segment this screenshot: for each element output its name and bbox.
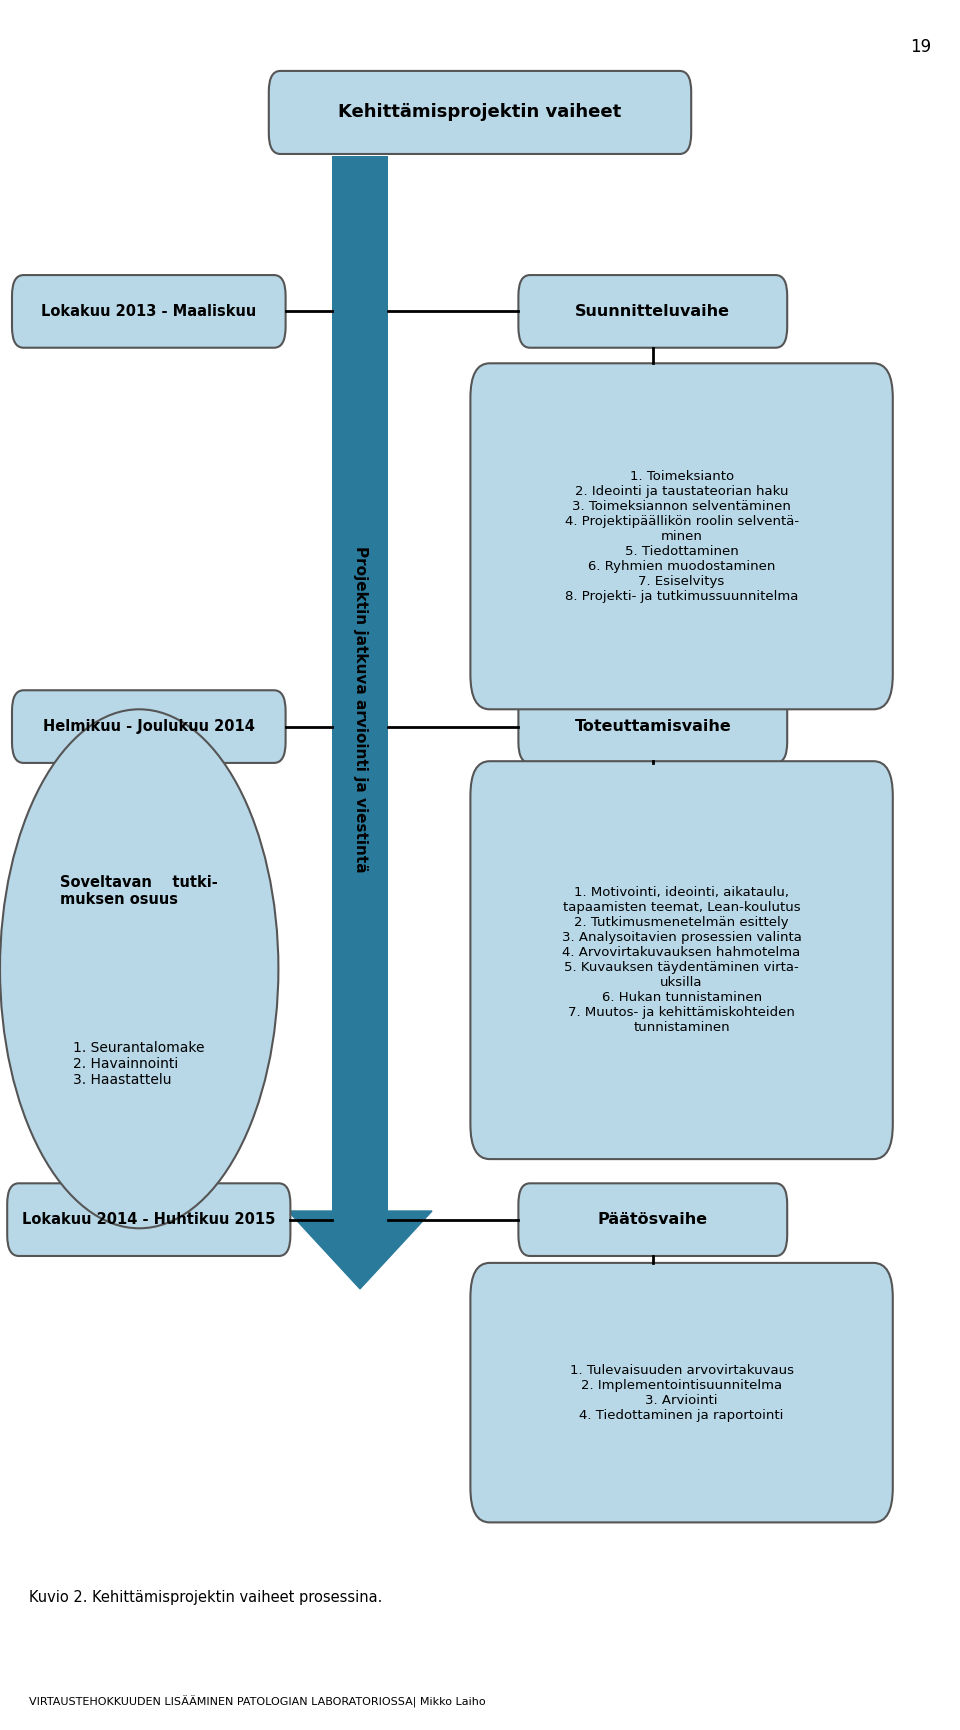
FancyBboxPatch shape <box>470 761 893 1159</box>
Text: 1. Motivointi, ideointi, aikataulu,
tapaamisten teemat, Lean-koulutus
2. Tutkimu: 1. Motivointi, ideointi, aikataulu, tapa… <box>562 886 802 1035</box>
Text: Lokakuu 2013 - Maaliskuu: Lokakuu 2013 - Maaliskuu <box>41 304 256 318</box>
Text: 19: 19 <box>910 38 931 55</box>
Bar <box>332 156 388 1220</box>
Text: Päätösvaihe: Päätösvaihe <box>598 1213 708 1227</box>
Text: Kehittämisprojektin vaiheet: Kehittämisprojektin vaiheet <box>338 104 622 121</box>
Text: Toteuttamisvaihe: Toteuttamisvaihe <box>574 720 732 734</box>
Text: Lokakuu 2014 - Huhtikuu 2015: Lokakuu 2014 - Huhtikuu 2015 <box>22 1213 276 1227</box>
Text: 1. Tulevaisuuden arvovirtakuvaus
2. Implementointisuunnitelma
3. Arviointi
4. Ti: 1. Tulevaisuuden arvovirtakuvaus 2. Impl… <box>569 1363 794 1422</box>
FancyBboxPatch shape <box>12 275 286 348</box>
Text: 1. Toimeksianto
2. Ideointi ja taustateorian haku
3. Toimeksiannon selventäminen: 1. Toimeksianto 2. Ideointi ja taustateo… <box>564 471 799 602</box>
Text: Projektin jatkuva arviointi ja viestintä: Projektin jatkuva arviointi ja viestintä <box>352 547 368 872</box>
Text: Kuvio 2. Kehittämisprojektin vaiheet prosessina.: Kuvio 2. Kehittämisprojektin vaiheet pro… <box>29 1590 382 1605</box>
FancyBboxPatch shape <box>470 363 893 709</box>
FancyBboxPatch shape <box>8 1183 290 1256</box>
Ellipse shape <box>0 709 278 1228</box>
Text: VIRTAUSTEHOKKUUDEN LISÄÄMINEN PATOLOGIAN LABORATORIOSSA| Mikko Laiho: VIRTAUSTEHOKKUUDEN LISÄÄMINEN PATOLOGIAN… <box>29 1695 486 1708</box>
Polygon shape <box>288 1211 432 1289</box>
FancyBboxPatch shape <box>12 690 286 763</box>
FancyBboxPatch shape <box>518 690 787 763</box>
Text: Suunnitteluvaihe: Suunnitteluvaihe <box>575 304 731 318</box>
FancyBboxPatch shape <box>518 275 787 348</box>
Text: Soveltavan    tutki-
muksen osuus: Soveltavan tutki- muksen osuus <box>60 875 218 907</box>
FancyBboxPatch shape <box>470 1263 893 1522</box>
FancyBboxPatch shape <box>269 71 691 154</box>
Text: Helmikuu - Joulukuu 2014: Helmikuu - Joulukuu 2014 <box>43 720 254 734</box>
Text: 1. Seurantalomake
2. Havainnointi
3. Haastattelu: 1. Seurantalomake 2. Havainnointi 3. Haa… <box>74 1041 204 1086</box>
FancyBboxPatch shape <box>518 1183 787 1256</box>
